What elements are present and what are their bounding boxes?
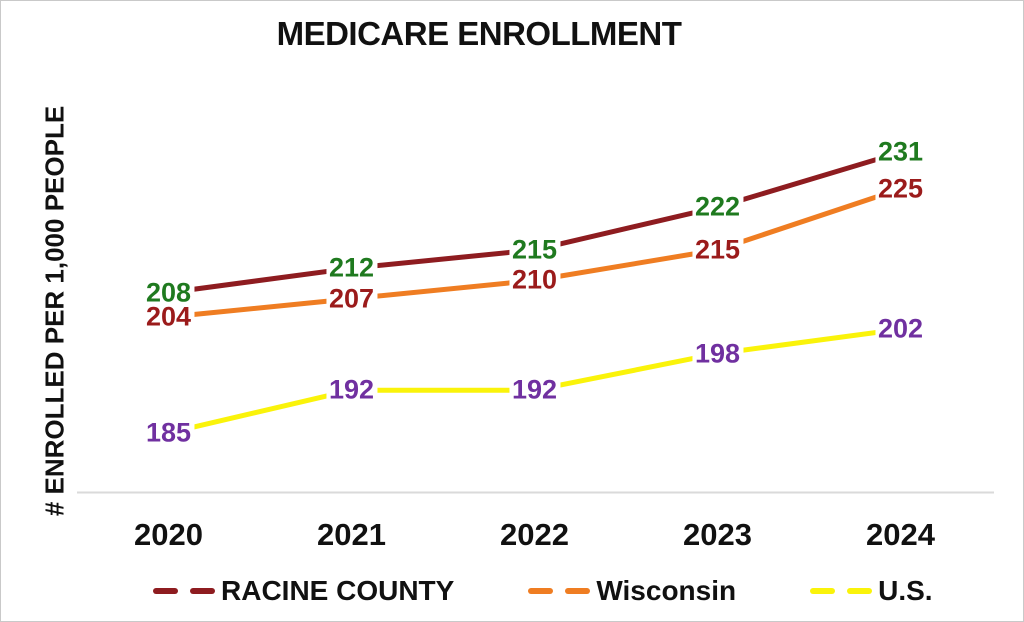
data-label-u-s-2020: 185 xyxy=(142,418,195,448)
data-label-racine-county-2022: 215 xyxy=(508,235,561,265)
dash-icon xyxy=(565,588,591,594)
legend-label-wisconsin: Wisconsin xyxy=(596,575,737,606)
data-label-u-s-2024: 202 xyxy=(874,314,927,344)
data-label-wisconsin-2023: 215 xyxy=(691,235,744,265)
data-label-wisconsin-2020: 204 xyxy=(142,302,195,332)
legend: RACINE COUNTY Wisconsin U.S. xyxy=(153,573,933,609)
tick-label-2021: 2021 xyxy=(317,517,386,552)
tick-label-2024: 2024 xyxy=(866,517,935,552)
data-label-racine-county-2024: 231 xyxy=(874,137,927,167)
tick-label-2020: 2020 xyxy=(134,517,203,552)
legend-dash-icon-racine-county xyxy=(153,588,215,594)
data-label-wisconsin-2021: 207 xyxy=(325,284,378,314)
legend-dash-icon-u-s xyxy=(810,588,873,594)
data-label-u-s-2023: 198 xyxy=(691,339,744,369)
legend-item-u-s: U.S. xyxy=(810,575,933,607)
data-label-racine-county-2023: 222 xyxy=(691,192,744,222)
dash-icon xyxy=(810,588,836,594)
dash-icon xyxy=(153,588,178,594)
data-label-u-s-2022: 192 xyxy=(508,375,561,405)
legend-item-racine-county: RACINE COUNTY xyxy=(153,575,454,607)
legend-label-racine-county: RACINE COUNTY xyxy=(221,575,455,606)
tick-label-2022: 2022 xyxy=(500,517,569,552)
data-label-racine-county-2020: 208 xyxy=(142,278,195,308)
dash-icon xyxy=(528,588,554,594)
data-label-wisconsin-2022: 210 xyxy=(508,265,561,295)
legend-dash-icon-wisconsin xyxy=(528,588,591,594)
data-label-u-s-2021: 192 xyxy=(325,375,378,405)
tick-label-2023: 2023 xyxy=(683,517,752,552)
data-label-wisconsin-2024: 225 xyxy=(874,174,927,204)
data-label-racine-county-2021: 212 xyxy=(325,253,378,283)
chart-title: MEDICARE ENROLLMENT xyxy=(276,15,682,52)
y-axis-label: # ENROLLED PER 1,000 PEOPLE xyxy=(39,105,70,517)
legend-item-wisconsin: Wisconsin xyxy=(528,575,736,607)
legend-label-u-s: U.S. xyxy=(878,575,933,606)
dash-icon xyxy=(190,588,215,594)
dash-icon xyxy=(847,588,873,594)
